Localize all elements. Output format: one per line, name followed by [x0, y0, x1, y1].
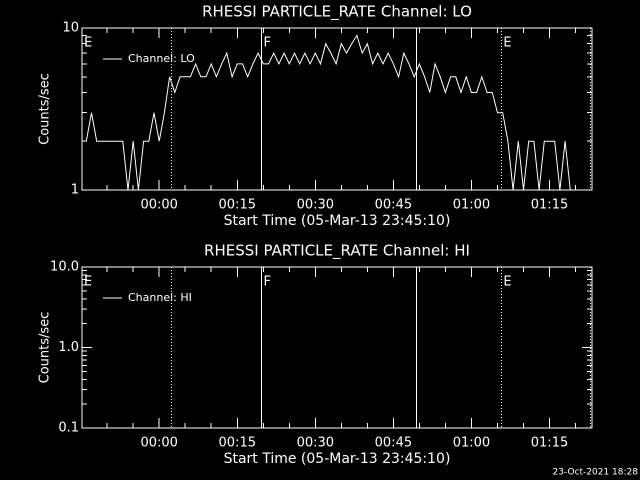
x-axis-label: Start Time (05-Mar-13 23:45:10) [224, 213, 451, 229]
legend-label: Channel: HI [128, 291, 192, 304]
y-tick-label: 0.1 [58, 421, 79, 436]
x-tick-label: 00:00 [140, 198, 177, 213]
marker-label: E [503, 36, 511, 51]
y-axis-label: Counts/sec [38, 73, 53, 145]
y-tick-label: 10.0 [50, 260, 79, 275]
marker-label: F [264, 36, 271, 51]
x-tick-label: 01:15 [531, 436, 568, 451]
x-tick-label: 01:15 [531, 198, 568, 213]
x-tick-label: 01:00 [453, 436, 490, 451]
y-axis-label: Counts/sec [38, 312, 53, 384]
chart-title: RHESSI PARTICLE_RATE Channel: HI [204, 242, 470, 261]
x-tick-label: 00:00 [140, 436, 177, 451]
legend-label: Channel: LO [128, 52, 195, 65]
plot-frame [81, 27, 593, 191]
x-tick-label: 00:30 [297, 436, 334, 451]
y-tick-label: 10 [62, 21, 79, 36]
data-line [85, 34, 576, 191]
marker-label: E [503, 275, 511, 290]
marker-label: F [264, 275, 271, 290]
y-tick-label: 1.0 [58, 340, 79, 355]
marker-label: E [84, 36, 92, 51]
footer-timestamp: 23-Oct-2021 18:28 [553, 468, 639, 478]
x-tick-label: 00:30 [297, 198, 334, 213]
x-tick-label: 00:45 [375, 436, 412, 451]
x-tick-label: 01:00 [453, 198, 490, 213]
x-axis-label: Start Time (05-Mar-13 23:45:10) [224, 451, 451, 467]
x-tick-label: 00:15 [219, 436, 256, 451]
chart-title: RHESSI PARTICLE_RATE Channel: LO [202, 3, 472, 22]
marker-label: E [84, 275, 92, 290]
x-tick-label: 00:45 [375, 198, 412, 213]
x-tick-label: 00:15 [219, 198, 256, 213]
y-tick-label: 1 [71, 183, 79, 198]
